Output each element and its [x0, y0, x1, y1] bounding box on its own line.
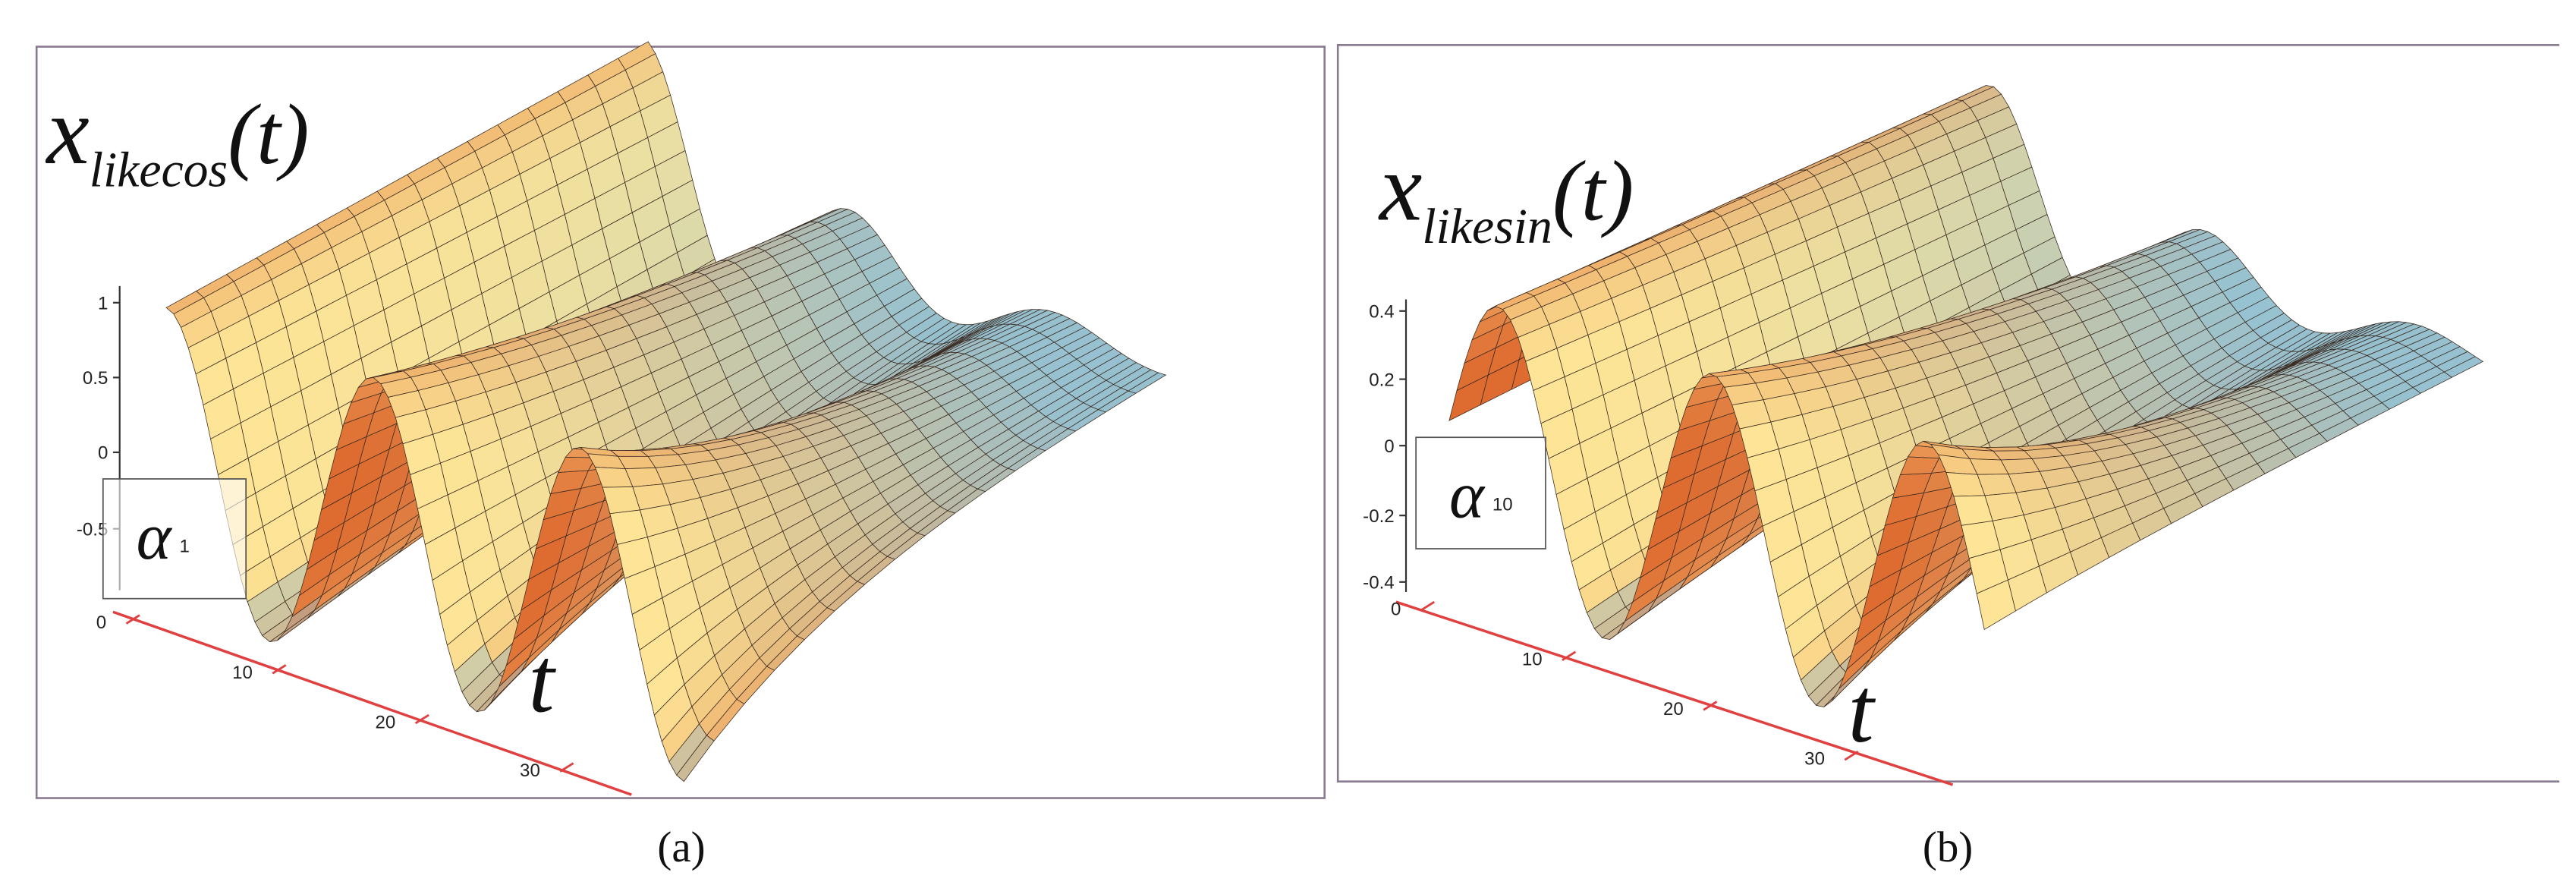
t-axis-label: t — [1848, 659, 1876, 762]
z-tick-label: 0.5 — [83, 368, 108, 389]
alpha-tick-label: 1 — [180, 536, 190, 556]
t-tick — [1844, 751, 1859, 761]
alpha-label: α — [1449, 458, 1486, 531]
t-tick — [272, 664, 287, 675]
t-tick — [1703, 701, 1718, 711]
t-tick — [125, 614, 140, 625]
z-tick-label: 0 — [1384, 436, 1394, 457]
function-symbol: x — [45, 78, 89, 184]
function-symbol: x — [1378, 134, 1422, 241]
t-tick-label: 20 — [1663, 699, 1684, 720]
t-axis — [112, 610, 632, 796]
function-label: xlikesin(t) — [1378, 134, 1634, 254]
z-tick-label: 1 — [98, 294, 108, 314]
alpha-tick-label: 10 — [1492, 495, 1513, 515]
t-tick-label: 0 — [96, 612, 106, 633]
t-tick-label: 10 — [1522, 649, 1543, 669]
z-tick-label: -0.2 — [1363, 506, 1395, 527]
panel-caption: (b) — [1923, 823, 1973, 871]
z-tick-label: -0.4 — [1363, 573, 1395, 594]
function-argument: (t) — [228, 87, 309, 182]
alpha-label: α — [137, 499, 173, 573]
z-tick-label: 0.4 — [1369, 302, 1394, 323]
t-tick-label: 20 — [375, 713, 395, 733]
t-tick-label: 0 — [1391, 600, 1401, 620]
t-tick — [559, 762, 574, 773]
t-axis — [1395, 600, 1954, 786]
t-tick — [1562, 650, 1577, 661]
function-argument: (t) — [1552, 143, 1634, 238]
function-label: xlikecos(t) — [45, 78, 309, 198]
z-tick-label: 0.2 — [1369, 370, 1394, 390]
t-tick — [414, 713, 429, 725]
function-subscript: likecos — [90, 143, 228, 198]
t-axis-label: t — [529, 629, 557, 732]
t-tick-label: 30 — [1804, 749, 1825, 770]
panel-b-frame — [1336, 44, 2560, 783]
surface-facet — [676, 735, 715, 783]
t-tick — [1420, 600, 1436, 612]
z-tick-label: 0 — [98, 443, 108, 464]
t-tick-label: 10 — [232, 663, 253, 683]
panel-a-frame — [35, 46, 1326, 799]
alpha-box — [102, 478, 247, 600]
alpha-box — [1415, 436, 1546, 549]
function-subscript: likesin — [1422, 199, 1552, 254]
panel-b: xlikesin(t) 0.4 0.2 0 -0.2 -0.4 0 10 20 30 t α 10 (b) — [1363, 85, 2484, 871]
surface-facet — [1976, 579, 2016, 631]
t-tick-label: 30 — [520, 760, 540, 781]
panel-caption: (a) — [657, 823, 705, 871]
